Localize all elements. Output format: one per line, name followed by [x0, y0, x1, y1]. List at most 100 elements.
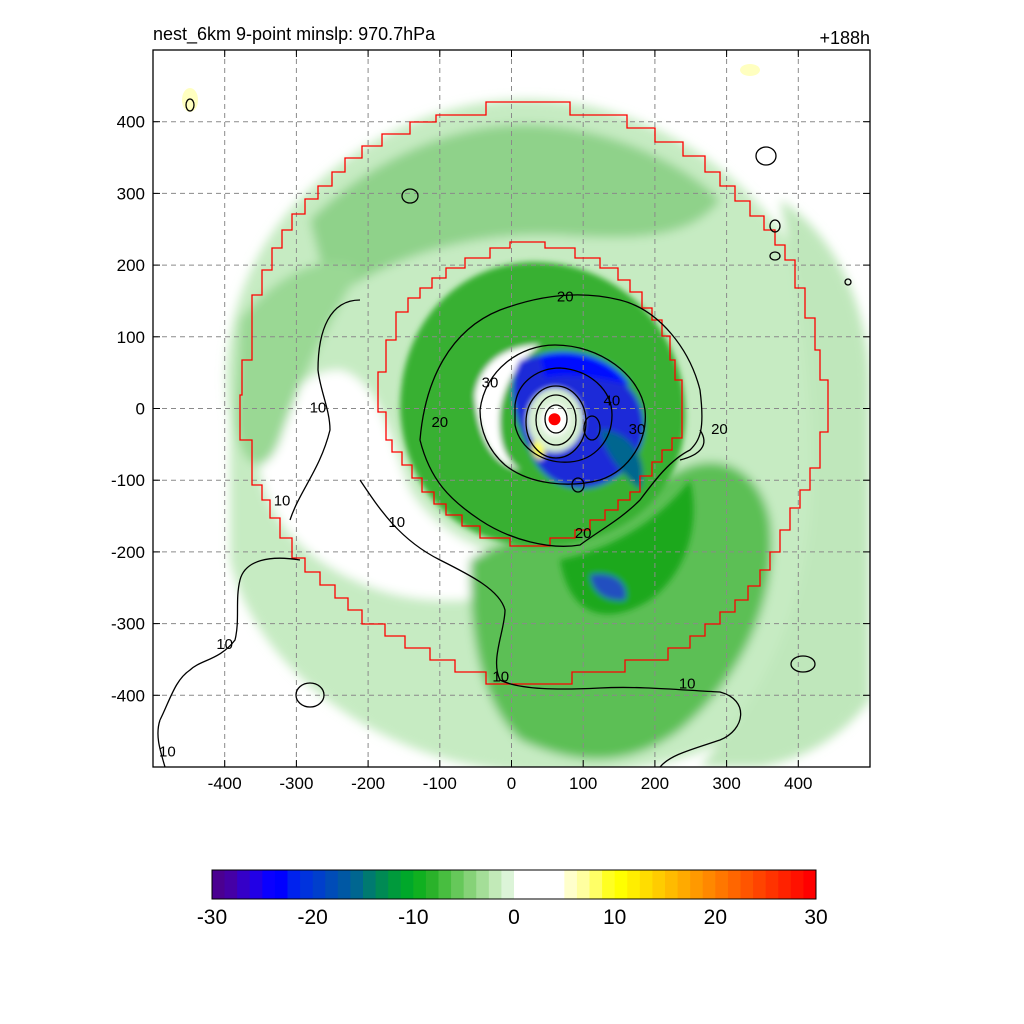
colorbar-swatch	[778, 870, 792, 899]
colorbar-swatch	[564, 870, 578, 899]
contour-label: 20	[575, 525, 592, 542]
y-tick-label: 300	[117, 184, 145, 203]
x-tick-label: 100	[569, 774, 597, 793]
colorbar-swatch	[715, 870, 729, 899]
contour-20-outer	[419, 294, 703, 547]
contour-islet	[844, 278, 852, 286]
contour-islet	[401, 188, 419, 204]
colorbar-tick-label: 20	[704, 906, 727, 929]
contour-label: 10	[310, 400, 327, 417]
contour-label: 10	[388, 514, 405, 531]
colorbar-swatch	[526, 870, 540, 899]
colorbar-swatch	[451, 870, 465, 899]
colorbar-swatch	[589, 870, 603, 899]
x-tick-label: 300	[712, 774, 740, 793]
contour-label: 20	[431, 414, 448, 431]
far-east-band	[700, 200, 870, 767]
y-tick-label: 400	[117, 113, 145, 132]
colorbar-swatch	[212, 870, 226, 899]
colorbar-swatch	[249, 870, 263, 899]
contour-islet	[769, 219, 781, 233]
colorbar-swatch	[312, 870, 326, 899]
contour-label: 20	[711, 421, 728, 438]
x-tick-label: -400	[208, 774, 242, 793]
contour-label: 10	[679, 676, 696, 693]
contour-label: 10	[274, 493, 291, 510]
grid	[153, 50, 870, 767]
colorbar-tick-label: -10	[398, 906, 428, 929]
x-tick-label: 400	[784, 774, 812, 793]
colorbar-swatch	[224, 870, 238, 899]
contour-south-blob	[571, 477, 585, 493]
contour-label: 10	[216, 636, 233, 653]
colorbar-swatch	[639, 870, 653, 899]
colorbar-swatch	[803, 870, 817, 899]
eyewall-teal	[600, 430, 643, 490]
colorbar-swatch	[501, 870, 515, 899]
colorbar-swatch	[652, 870, 666, 899]
colorbar-swatch	[350, 870, 364, 899]
colorbar-swatch	[476, 870, 490, 899]
colorbar-swatch	[753, 870, 767, 899]
contour-islet	[295, 682, 325, 708]
contour-label: 10	[159, 744, 176, 761]
colorbar-swatch	[665, 870, 679, 899]
spiral-blue-patch	[590, 574, 626, 601]
colorbar-swatch	[375, 870, 389, 899]
contour-core-1	[525, 385, 587, 459]
yellow-fleck	[182, 88, 198, 112]
colorbar-swatch	[627, 870, 641, 899]
contour-core-2	[535, 394, 577, 446]
colorbar-swatch	[551, 870, 565, 899]
x-tick-label: 0	[507, 774, 516, 793]
x-tick-label: -100	[423, 774, 457, 793]
y-tick-label: -100	[111, 471, 145, 490]
y-tick-label: 100	[117, 328, 145, 347]
y-axis: 400 300 200 100 0 -100 -200 -300 -400	[111, 113, 870, 705]
contour-islet	[755, 146, 777, 166]
colorbar-swatch	[287, 870, 301, 899]
contour-islet	[790, 655, 816, 673]
y-tick-label: -400	[111, 686, 145, 705]
colorbar-ticks: -30 -20 -10 0 10 20 30	[197, 906, 828, 929]
contour-10-southwest	[159, 557, 301, 721]
colorbar-swatch	[463, 870, 477, 899]
colorbar-tick-label: 0	[508, 906, 520, 929]
contour-20-east	[679, 429, 705, 461]
eye-yellow	[532, 440, 545, 460]
core-north-blue	[540, 351, 630, 385]
colorbar-swatch	[677, 870, 691, 899]
colorbar-swatch	[740, 870, 754, 899]
contours	[157, 98, 852, 767]
colorbar-swatch	[602, 870, 616, 899]
colorbar-swatch	[325, 870, 339, 899]
colorbar-swatch	[388, 870, 402, 899]
colorbar-tick-label: 30	[804, 906, 827, 929]
colorbar-swatch	[488, 870, 502, 899]
colorbar-swatch	[237, 870, 251, 899]
colorbar-swatch	[614, 870, 628, 899]
colorbar-swatch	[765, 870, 779, 899]
west-arm	[235, 262, 360, 465]
chart-title: nest_6km 9-point minslp: 970.7hPa	[153, 24, 436, 45]
eye-white-arc	[475, 345, 540, 470]
colorbar-swatch	[514, 870, 528, 899]
colorbar-tick-label: 10	[603, 906, 626, 929]
contour-30	[479, 344, 646, 485]
colorbar-tick-label: -20	[297, 906, 327, 929]
contour-label: 30	[629, 421, 646, 438]
colorbar-swatch	[274, 870, 288, 899]
colorbar-swatch	[702, 870, 716, 899]
contour-core-3	[544, 404, 568, 434]
contour-label: 30	[482, 374, 499, 391]
x-tick-label: -300	[279, 774, 313, 793]
colorbar-frame	[211, 869, 817, 900]
colorbar-swatch	[539, 870, 553, 899]
y-tick-label: -200	[111, 543, 145, 562]
contour-east-blob	[583, 415, 601, 441]
y-tick-label: 200	[117, 256, 145, 275]
colorbar-swatch	[438, 870, 452, 899]
y-tick-label: 0	[136, 400, 145, 419]
x-tick-label: -200	[351, 774, 385, 793]
